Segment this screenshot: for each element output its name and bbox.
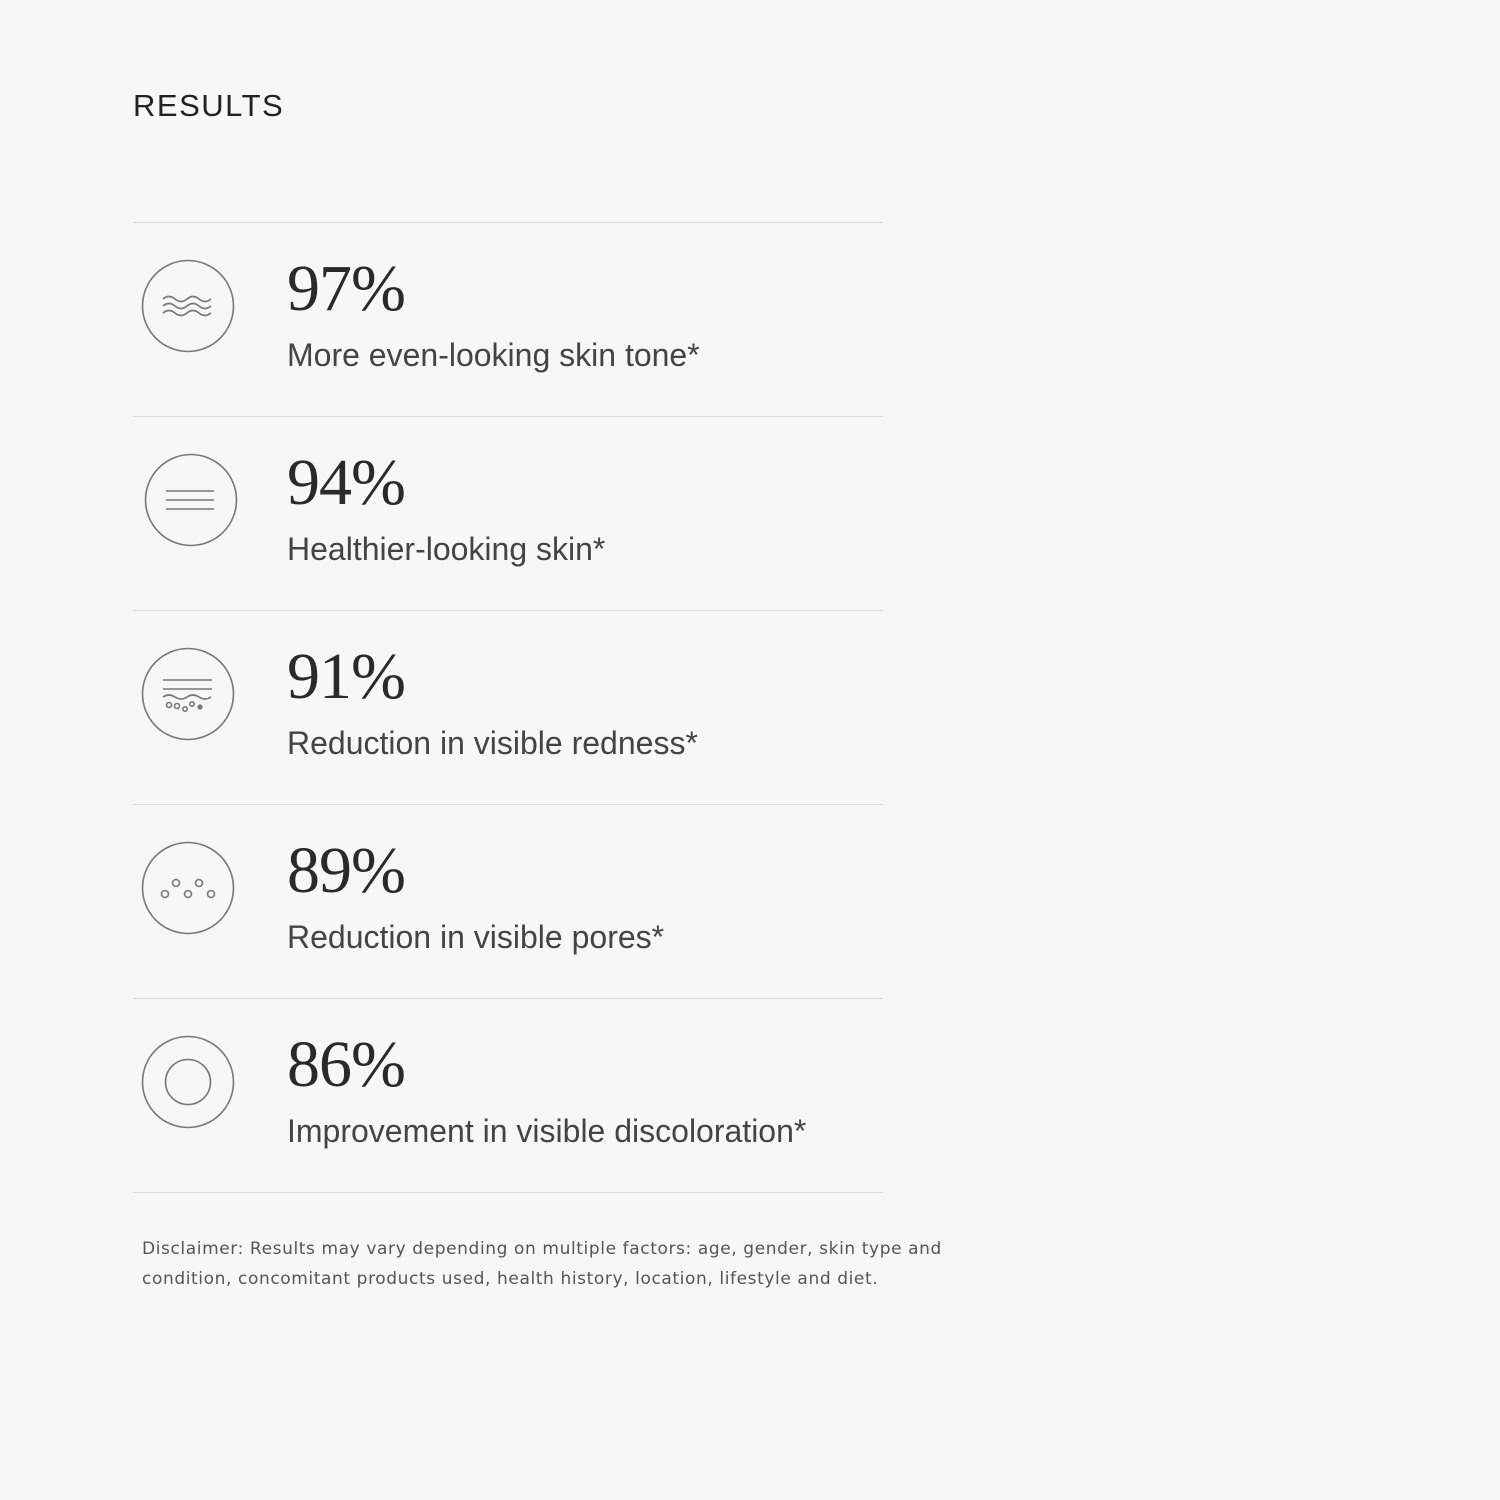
skin-layers-icon — [141, 647, 235, 741]
result-label: Reduction in visible redness* — [287, 725, 698, 761]
result-percent: 91% — [287, 640, 406, 713]
result-row: 97% More even-looking skin tone* — [133, 222, 883, 416]
result-label: Reduction in visible pores* — [287, 919, 665, 955]
concentric-circles-icon — [141, 1035, 235, 1129]
result-row: 86% Improvement in visible discoloration… — [133, 998, 883, 1193]
section-title: RESULTS — [133, 88, 285, 123]
lines-icon — [144, 453, 238, 547]
waves-icon — [141, 259, 235, 353]
result-percent: 86% — [287, 1028, 406, 1101]
results-list: 97% More even-looking skin tone* 94% Hea… — [133, 222, 883, 1193]
disclaimer: Disclaimer: Results may vary depending o… — [142, 1239, 942, 1289]
result-percent: 94% — [287, 446, 406, 519]
result-label: Improvement in visible discoloration* — [287, 1113, 807, 1149]
result-percent: 97% — [287, 252, 406, 325]
pores-icon — [141, 841, 235, 935]
result-row: 94% Healthier-looking skin* — [133, 416, 883, 610]
result-row: 89% Reduction in visible pores* — [133, 804, 883, 998]
result-percent: 89% — [287, 834, 406, 907]
result-label: More even-looking skin tone* — [287, 337, 700, 373]
result-row: 91% Reduction in visible redness* — [133, 610, 883, 804]
result-label: Healthier-looking skin* — [287, 531, 606, 567]
